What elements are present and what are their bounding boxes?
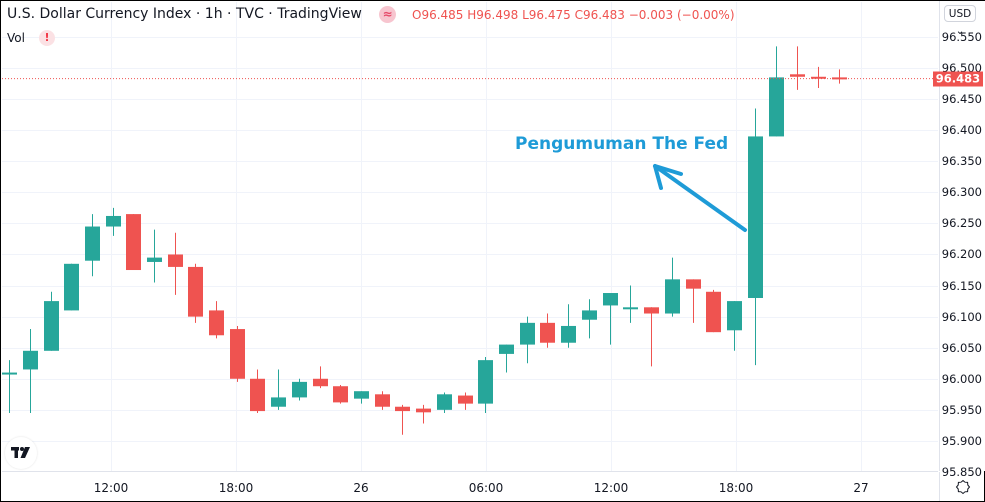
price-tick: 95.850 [941,464,982,479]
time-tick: 26 [353,481,369,495]
candle[interactable] [603,293,618,345]
time-tick: 18:00 [718,481,754,495]
candle[interactable] [2,360,17,413]
candle[interactable] [64,263,79,311]
settings-button[interactable] [939,472,985,501]
candle[interactable] [250,369,265,413]
candle[interactable] [209,301,224,339]
price-tick: 96.100 [941,309,982,324]
time-axis[interactable]: 12:00 18:00 26 06:00 12:00 18:00 27 [2,471,938,502]
candle[interactable] [623,285,638,323]
price-tick: 96.250 [941,216,982,231]
annotation-text: Pengumuman The Fed [515,134,729,154]
price-tick: 96.550 [942,30,982,44]
symbol-title[interactable]: U.S. Dollar Currency Index · 1h · TVC · … [7,6,362,22]
volume-label[interactable]: Vol [7,31,25,45]
candle[interactable] [478,357,493,413]
time-tick: 27 [853,481,869,495]
price-tick: 96.400 [941,123,982,138]
candle[interactable] [706,289,721,333]
candle[interactable] [811,66,826,88]
candle[interactable] [540,313,555,348]
price-tick: 96.200 [941,247,982,262]
candle[interactable] [769,46,784,137]
candle[interactable] [727,301,742,351]
candle[interactable] [832,69,847,84]
candle[interactable] [230,325,245,382]
candle[interactable] [748,108,763,366]
candle[interactable] [499,344,514,373]
price-tick: 96.050 [941,340,982,355]
candle[interactable] [292,378,307,401]
candle[interactable] [44,291,59,351]
annotation-arrow-icon [653,164,747,232]
price-tick: 96.300 [941,185,982,200]
candle[interactable] [395,404,410,435]
candle[interactable] [790,46,805,90]
ohlc-values: O96.485 H96.498 L96.475 C96.483 −0.003 (… [412,8,735,22]
candle[interactable] [271,369,286,410]
price-tick: 96.150 [941,278,982,293]
candle[interactable] [665,257,680,317]
candle[interactable] [458,392,473,410]
candle[interactable] [520,316,535,364]
candle[interactable] [313,366,328,389]
candles [2,46,847,435]
candle[interactable] [106,207,121,236]
currency-dropdown[interactable]: USD ⌄ [944,5,976,37]
candle[interactable] [23,329,38,413]
last-price-label: 96.483 [933,71,983,87]
time-tick: 12:00 [593,481,629,495]
candle[interactable] [168,232,183,295]
price-tick: 96.350 [941,154,982,169]
plot-area[interactable] [2,2,938,471]
warning-icon[interactable]: ! [39,30,55,46]
candle[interactable] [375,391,390,410]
candle[interactable] [147,229,162,283]
price-tick: 95.950 [941,402,982,417]
candle[interactable] [188,263,203,323]
candle[interactable] [644,307,659,367]
approx-equal-icon[interactable]: ≈ [379,6,396,23]
time-tick: 06:00 [468,481,504,495]
candle[interactable] [333,384,348,404]
price-tick: 95.900 [941,433,982,448]
candle[interactable] [582,299,597,339]
candle[interactable] [561,304,576,348]
time-tick: 18:00 [218,481,254,495]
tradingview-logo-icon [11,447,30,458]
candlestick-chart[interactable] [2,2,938,471]
tradingview-logo[interactable] [5,437,37,469]
candle[interactable] [437,392,452,413]
price-tick: 96.000 [941,371,982,386]
price-tick: 96.450 [941,92,982,107]
gear-icon [955,479,971,494]
candle[interactable] [416,404,431,424]
grid-lines [2,2,938,471]
candle[interactable] [354,391,369,404]
candle[interactable] [126,214,141,271]
candle[interactable] [686,279,701,323]
time-tick: 12:00 [93,481,129,495]
candle[interactable] [85,214,100,277]
